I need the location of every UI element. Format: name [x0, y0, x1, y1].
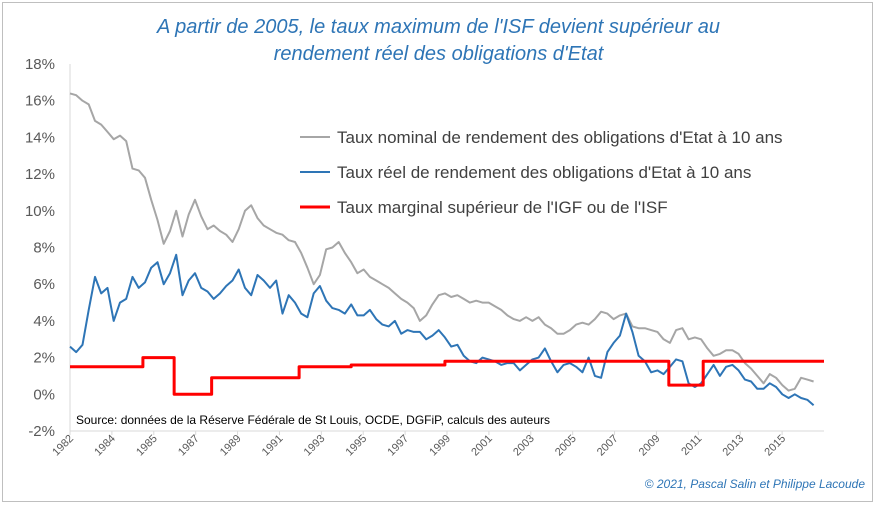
- x-tick-label: 2013: [721, 433, 747, 459]
- series-lines: [69, 92, 824, 407]
- x-tick-label: 1985: [134, 433, 160, 459]
- x-tick-label: 2005: [553, 433, 579, 459]
- chart-title: A partir de 2005, le taux maximum de l'I…: [0, 14, 877, 68]
- y-tick-label: 12%: [25, 166, 55, 183]
- x-tick-label: 1991: [260, 433, 286, 459]
- x-tick-label: 1989: [218, 433, 244, 459]
- y-axis-ticks: 18% 16% 14% 12% 10% 8% 6% 4% 2% 0% -2%: [25, 56, 55, 440]
- x-tick-label: 2011: [679, 433, 704, 458]
- x-axis-ticks: 1982 1984 1985 1987 1989 1991 1993 1995 1997 1999…: [50, 431, 788, 458]
- y-tick-label: 2%: [33, 350, 55, 367]
- x-tick-label: 2003: [511, 433, 537, 459]
- x-tick-label: 2007: [595, 433, 621, 459]
- y-tick-label: 14%: [25, 129, 55, 146]
- y-tick-label: -2%: [28, 423, 55, 440]
- series-line-3: [70, 356, 824, 396]
- chart-title-line-1: A partir de 2005, le taux maximum de l'I…: [157, 16, 720, 38]
- series-line-1: [69, 92, 814, 392]
- x-tick-label: 1995: [344, 433, 370, 459]
- legend-label-2: Taux réel de rendement des obligations d…: [337, 163, 751, 182]
- x-tick-label: 1984: [92, 433, 118, 459]
- x-tick-label: 1999: [427, 433, 453, 459]
- x-tick-label: 2001: [469, 433, 495, 459]
- x-tick-label: 1993: [302, 433, 328, 459]
- chart-title-line-2: rendement réel des obligations d'Etat: [273, 43, 604, 65]
- y-tick-label: 16%: [25, 93, 55, 110]
- y-tick-label: 0%: [33, 386, 55, 403]
- x-tick-label: 2015: [762, 433, 788, 459]
- x-tick-label: 1997: [385, 433, 411, 459]
- x-tick-label: 2009: [637, 433, 663, 459]
- x-tick-label: 1987: [176, 433, 202, 459]
- legend-label-1: Taux nominal de rendement des obligation…: [337, 128, 783, 147]
- y-tick-label: 10%: [25, 203, 55, 220]
- source-note: Source: données de la Réserve Fédérale d…: [76, 413, 550, 427]
- copyright-note: © 2021, Pascal Salin et Philippe Lacoude: [644, 477, 865, 491]
- y-tick-label: 8%: [33, 240, 55, 257]
- legend-label-3: Taux marginal supérieur de l'IGF ou de l…: [337, 198, 668, 217]
- y-tick-label: 4%: [33, 313, 55, 330]
- y-tick-label: 6%: [33, 276, 55, 293]
- y-tick-label: 18%: [25, 56, 55, 73]
- legend: Taux nominal de rendement des obligation…: [300, 128, 783, 217]
